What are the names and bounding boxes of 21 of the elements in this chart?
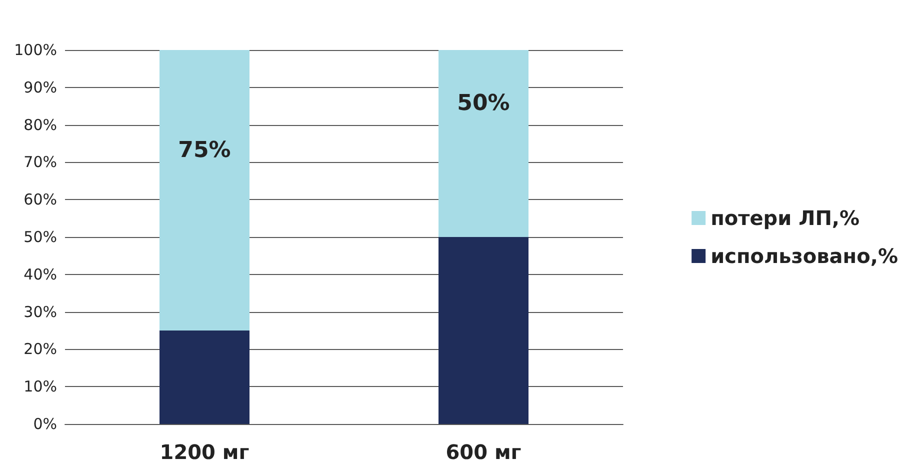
- y-tick-label: 50%: [24, 228, 57, 246]
- data-label: 50%: [457, 91, 510, 116]
- bar: [160, 330, 250, 424]
- y-tick-label: 80%: [24, 116, 57, 134]
- y-tick-label: 100%: [14, 41, 57, 59]
- legend-label: использовано,%: [710, 244, 898, 268]
- y-tick-label: 70%: [24, 153, 57, 172]
- y-tick-label: 30%: [24, 302, 57, 321]
- y-tick-label: 90%: [24, 78, 57, 96]
- y-tick-label: 10%: [24, 378, 57, 396]
- y-tick-label: 40%: [24, 265, 57, 284]
- bar: [438, 237, 528, 424]
- legend-label: потери ЛП,%: [710, 206, 860, 230]
- data-label: 75%: [178, 138, 231, 163]
- x-tick-label: 1200 мг: [160, 440, 250, 464]
- y-tick-label: 0%: [33, 415, 57, 433]
- y-tick-label: 20%: [24, 340, 57, 358]
- bar: [438, 50, 528, 237]
- bar: [160, 50, 250, 330]
- x-tick-label: 600 мг: [446, 440, 522, 464]
- y-tick-label: 60%: [24, 190, 57, 209]
